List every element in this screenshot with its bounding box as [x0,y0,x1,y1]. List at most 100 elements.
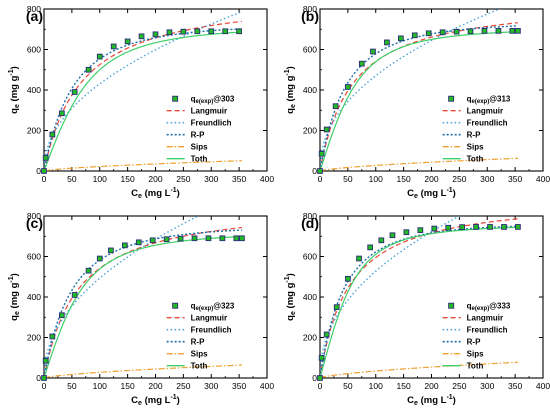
x-axis-label: Ce (mg L-1) [131,187,180,200]
chart-panel-3: 0 50 100 150 200 250 300 350 400 0 200 400 600 800 Ce … [8,211,274,407]
data-point [453,28,460,35]
data-point [149,237,156,244]
data-point [180,28,187,35]
data-point [515,28,521,34]
y-tick-label: 600 [27,45,41,55]
data-point [205,235,212,242]
chart-panel-1: 0 50 100 150 200 250 300 350 400 0 200 400 600 800 Ce … [8,4,274,200]
data-point [367,244,374,251]
legend-label-langmuir: Langmuir [467,107,503,116]
x-tick-label: 400 [260,174,274,184]
x-axis-label: Ce (mg L-1) [131,394,180,407]
x-tick-label: 0 [318,174,323,184]
legend-label-freundlich: Freundlich [467,119,508,128]
data-point [85,267,92,274]
legend-label-langmuir: Langmuir [467,314,503,323]
legend-marker-exp [172,95,179,102]
data-point [317,375,323,381]
data-point [332,103,339,110]
x-tick-label: 200 [148,174,162,184]
x-tick-label: 100 [93,174,107,184]
data-point [370,48,376,55]
data-point [219,235,226,242]
x-tick-label: 0 [318,381,323,391]
y-tick-label: 400 [27,292,41,302]
x-tick-label: 200 [148,381,162,391]
chart-panel-4: 0 50 100 150 200 250 300 350 400 0 200 400 600 800 Ce … [284,211,550,407]
data-point [509,28,516,34]
exp-points [41,28,242,174]
data-point [425,30,432,37]
langmuir-curve [44,20,242,171]
data-point [345,84,351,90]
data-point [487,224,493,230]
y-tick-label: 0 [312,166,317,176]
y-tick-label: 800 [27,211,41,221]
y-axis-label: qe (mg g-1) [284,66,297,114]
x-tick-label: 50 [343,174,353,184]
model-curves [44,216,242,378]
data-point [233,235,240,242]
panel-label: (c) [26,215,43,231]
data-point [208,28,215,35]
data-point [96,53,103,60]
legend-marker-exp [448,95,455,102]
data-point [194,28,201,35]
x-tick-label: 250 [452,174,466,184]
y-tick-label: 0 [36,373,41,383]
x-tick-label: 350 [508,381,522,391]
x-tick-label: 300 [480,381,494,391]
data-point [58,312,65,319]
x-tick-label: 300 [480,174,494,184]
y-axis-label: qe (mg g-1) [284,273,297,321]
data-point [124,38,131,45]
x-tick-label: 150 [121,381,135,391]
exp-points [41,235,245,381]
toth-curve [44,31,242,171]
y-tick-label: 800 [303,211,317,221]
data-point [439,29,446,36]
y-tick-label: 200 [303,333,317,343]
sips-curve [44,364,242,378]
legend-label-rp: R-P [467,131,481,140]
y-tick-label: 200 [303,126,317,136]
legend-label-exp: qe(exp)@303 [191,95,235,106]
data-point [152,31,159,38]
legend-label-freundlich: Freundlich [191,119,232,128]
legend-label-exp: qe(exp)@323 [191,302,235,313]
panel-label: (d) [301,215,319,231]
y-tick-label: 200 [27,126,41,136]
x-tick-label: 0 [42,174,47,184]
data-point [138,33,145,40]
data-point [378,237,385,244]
data-point [318,150,325,157]
langmuir-curve [44,226,242,378]
data-point [191,235,198,242]
data-point [71,89,78,95]
data-point [163,236,170,243]
exp-points [317,224,521,381]
x-tick-label: 50 [67,174,77,184]
legend-label-rp: R-P [191,338,205,347]
langmuir-curve [320,218,518,378]
y-tick-label: 400 [27,85,41,95]
data-point [411,32,418,39]
legend-label-exp: qe(exp)@313 [467,95,511,106]
sips-curve [44,160,242,171]
y-axis-label: qe (mg g-1) [8,273,21,321]
data-point [96,255,103,262]
model-curves [320,216,518,378]
x-tick-label: 400 [536,174,550,184]
data-point [49,333,56,340]
legend-label-langmuir: Langmuir [191,314,227,323]
legend-label-langmuir: Langmuir [191,107,227,116]
data-point [417,227,424,234]
chart-panel-2: 0 50 100 150 200 250 300 350 400 0 200 400 600 800 Ce … [284,4,550,200]
data-point [445,224,452,231]
x-tick-label: 150 [397,381,411,391]
x-tick-label: 200 [424,174,438,184]
x-tick-label: 50 [67,381,77,391]
